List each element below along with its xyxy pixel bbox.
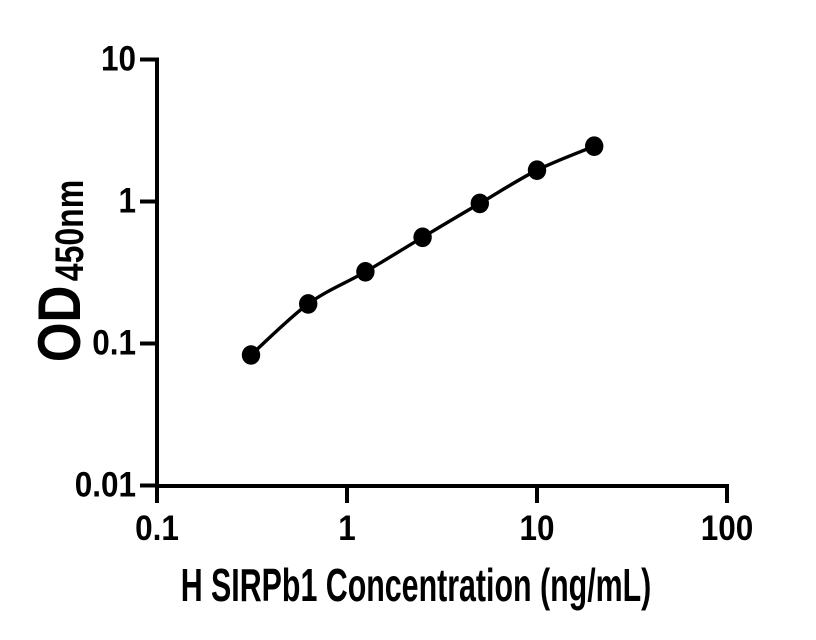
data-point	[527, 160, 547, 180]
x-tick-label: 10	[520, 509, 555, 548]
y-axis-title-subscript: 450nm	[48, 180, 92, 281]
data-series	[241, 136, 604, 365]
data-point	[299, 294, 318, 314]
x-axis-title: H SIRPb1 Concentration (ng/mL)	[181, 559, 652, 611]
y-tick-label: 1	[119, 182, 137, 221]
data-point	[470, 193, 489, 214]
y-axis-ticks: 10 1 0.1 0.01	[75, 40, 157, 505]
data-point	[413, 227, 432, 248]
x-tick-label: 0.1	[135, 509, 179, 548]
y-tick-label: 0.1	[92, 324, 136, 363]
data-point	[241, 345, 261, 365]
x-tick-label: 1	[338, 509, 356, 548]
y-axis-title: OD 450nm	[26, 180, 93, 362]
x-axis-ticks: 0.1 1 10 100	[135, 486, 753, 548]
y-tick-label: 0.01	[75, 466, 136, 505]
y-tick-label: 10	[101, 40, 136, 79]
x-tick-label: 100	[701, 509, 754, 548]
data-point	[356, 262, 375, 282]
y-axis-title-main: OD	[26, 286, 93, 363]
data-point	[585, 136, 604, 156]
axes	[155, 57, 729, 488]
